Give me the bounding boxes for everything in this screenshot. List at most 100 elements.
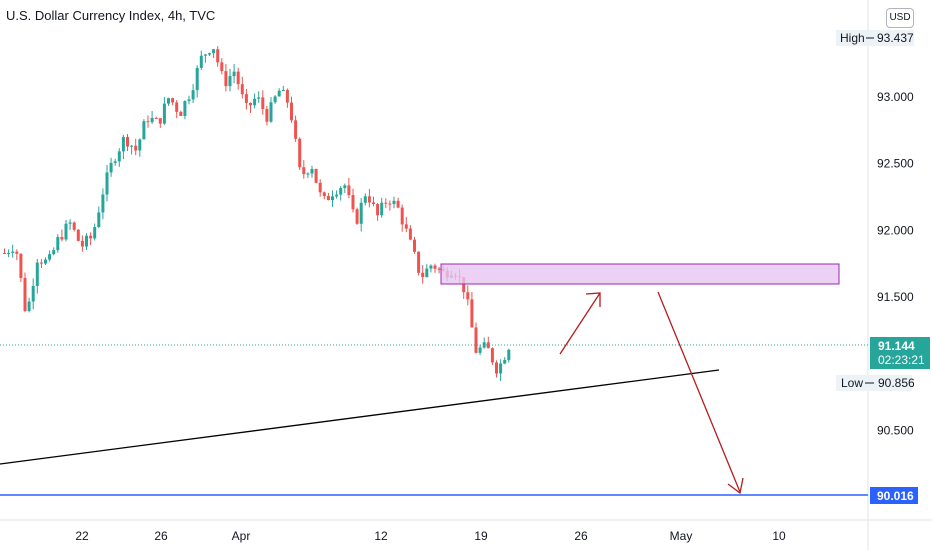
arrow-down-projection[interactable] — [657, 291, 744, 495]
candle — [388, 200, 392, 211]
candle — [380, 197, 384, 218]
candle — [134, 138, 138, 156]
candle — [64, 219, 68, 242]
candle — [44, 257, 47, 265]
candle — [417, 251, 421, 276]
candle — [15, 249, 19, 261]
candle — [85, 233, 88, 251]
candle — [404, 216, 408, 233]
candle — [27, 297, 31, 313]
candle — [220, 58, 224, 75]
candle — [138, 138, 142, 157]
time-tick-label: 10 — [772, 529, 786, 543]
candle — [117, 148, 121, 167]
rising-trendline[interactable] — [0, 369, 720, 465]
candle — [105, 165, 109, 202]
candle — [408, 225, 412, 241]
price-tick-label: 91.500 — [877, 290, 914, 304]
candle — [490, 347, 494, 366]
candle — [171, 97, 175, 106]
candle — [179, 110, 183, 117]
support-value: 90.016 — [877, 489, 914, 503]
candle — [162, 96, 166, 125]
candle — [421, 265, 425, 284]
candle — [39, 259, 43, 268]
candle — [130, 144, 134, 155]
support-price-tag — [870, 487, 918, 504]
countdown-timer: 02:23:21 — [878, 353, 925, 367]
time-axis[interactable]: 22 26 Apr 12 19 26 May 10 — [75, 529, 786, 543]
low-label: Low — [841, 376, 863, 390]
candle — [429, 264, 433, 273]
high-label: High — [840, 31, 865, 45]
candle — [56, 234, 60, 253]
candle — [503, 357, 507, 365]
candle — [507, 348, 511, 363]
candle — [126, 134, 129, 152]
price-tick-label: 90.500 — [877, 423, 914, 437]
candle — [167, 97, 170, 106]
candle — [425, 264, 429, 278]
candle — [48, 250, 52, 262]
candle — [376, 202, 380, 221]
candle — [183, 100, 187, 120]
candle — [23, 272, 27, 313]
candle — [351, 188, 355, 213]
candle — [212, 48, 216, 59]
candle — [158, 118, 162, 128]
candle — [191, 84, 195, 104]
candle — [437, 266, 441, 274]
time-tick-label: Apr — [232, 529, 251, 543]
candlestick-series — [3, 46, 511, 382]
candle — [281, 85, 285, 92]
price-tick-label: 92.000 — [877, 223, 914, 237]
candle — [269, 96, 273, 123]
arrow-up-projection[interactable] — [559, 292, 601, 355]
candle — [486, 336, 490, 349]
candle — [249, 102, 252, 114]
candle — [142, 119, 146, 140]
candle — [285, 88, 289, 108]
candle — [150, 110, 154, 125]
candle — [80, 235, 84, 252]
candle — [413, 236, 416, 254]
price-axis[interactable]: 93.000 92.500 92.000 91.500 90.500 — [877, 90, 914, 437]
candle — [306, 172, 310, 178]
chart-title: U.S. Dollar Currency Index, 4h, TVC — [6, 8, 216, 23]
candle — [359, 198, 363, 232]
candle — [482, 337, 486, 349]
low-value: 90.856 — [878, 376, 915, 390]
candle — [294, 115, 298, 142]
candle — [384, 198, 388, 209]
candle — [396, 197, 400, 209]
supply-zone-rectangle[interactable] — [440, 263, 840, 285]
candle — [298, 137, 302, 170]
candle — [224, 63, 228, 92]
time-tick-label: 12 — [374, 529, 388, 543]
candle — [208, 52, 211, 57]
candle — [265, 106, 269, 126]
candle — [121, 134, 125, 160]
candle — [347, 177, 351, 199]
candle — [109, 157, 113, 177]
candle — [273, 95, 277, 104]
candle — [339, 186, 343, 201]
candle — [31, 278, 35, 310]
candle — [466, 285, 470, 306]
candle — [310, 165, 314, 178]
candle — [244, 89, 248, 110]
candle — [175, 100, 179, 119]
candle — [89, 232, 93, 246]
candle — [93, 223, 97, 241]
currency-button[interactable]: USD — [886, 8, 914, 28]
candle — [277, 88, 281, 97]
candle — [331, 190, 334, 207]
candle — [52, 247, 56, 256]
time-tick-label: 22 — [75, 529, 89, 543]
time-tick-label: 19 — [474, 529, 488, 543]
candle — [433, 263, 437, 273]
high-value: 93.437 — [877, 31, 914, 45]
candle — [11, 244, 15, 258]
candle — [343, 183, 347, 193]
